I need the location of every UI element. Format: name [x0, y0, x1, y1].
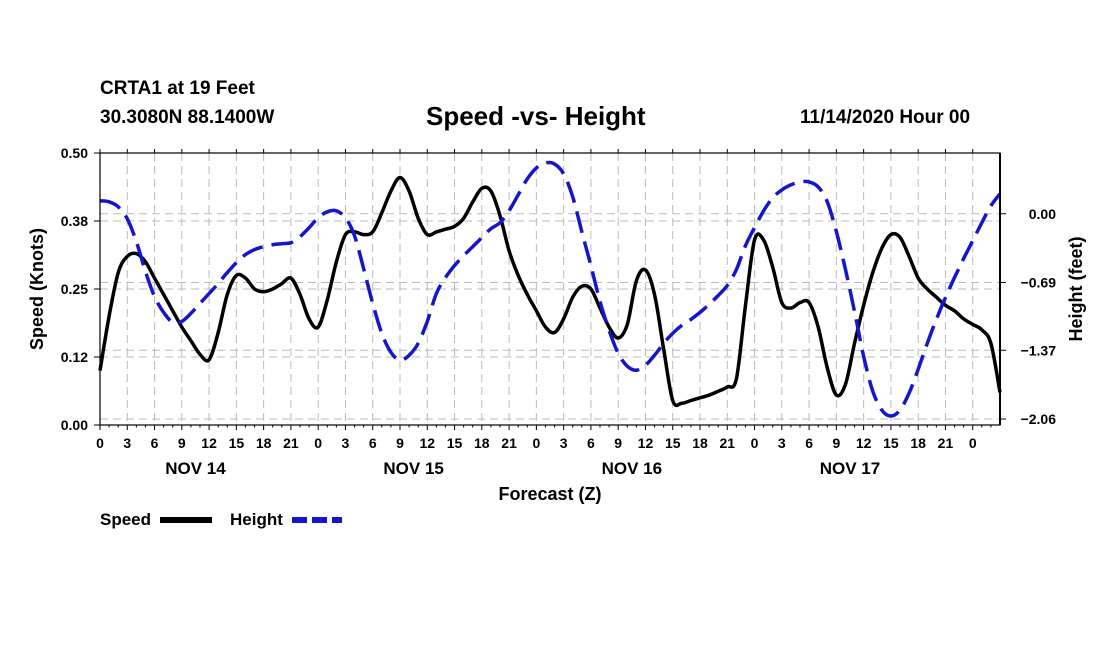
- series-layer: [98, 160, 1002, 418]
- chart-title: Speed -vs- Height: [426, 101, 646, 131]
- y-left-tick-label: 0.25: [61, 281, 88, 297]
- x-tick-label: 21: [283, 435, 299, 451]
- x-tick-label: 9: [614, 435, 622, 451]
- x-tick-label: 9: [178, 435, 186, 451]
- y-left-tick-label: 0.12: [61, 349, 88, 365]
- y-right-tick-label: −0.69: [1021, 275, 1057, 291]
- x-tick-label: 18: [692, 435, 708, 451]
- x-tick-label: 15: [883, 435, 899, 451]
- x-tick-label: 21: [501, 435, 517, 451]
- coordinates-label: 30.3080N 88.1400W: [100, 107, 275, 128]
- height-series-line: [99, 160, 1002, 418]
- x-tick-label: 12: [419, 435, 435, 451]
- x-tick-label: 18: [474, 435, 490, 451]
- x-tick-label: 0: [532, 435, 540, 451]
- x-tick-label: 6: [151, 435, 159, 451]
- y-right-tick-label: −2.06: [1021, 411, 1057, 427]
- speed-series-line: [98, 175, 1002, 408]
- x-tick-label: 9: [396, 435, 404, 451]
- x-tick-label: 6: [587, 435, 595, 451]
- x-tick-label: 18: [910, 435, 926, 451]
- x-tick-label: 3: [342, 435, 350, 451]
- x-tick-label: 21: [719, 435, 735, 451]
- x-tick-label: 15: [665, 435, 681, 451]
- y-right-tick-label: 0.00: [1029, 206, 1056, 222]
- x-tick-label: 12: [201, 435, 217, 451]
- x-tick-label: 3: [560, 435, 568, 451]
- x-tick-label: 21: [938, 435, 954, 451]
- y-left-tick-label: 0.50: [61, 145, 88, 161]
- x-tick-label: 0: [751, 435, 759, 451]
- x-tick-label: 18: [256, 435, 272, 451]
- day-label: NOV 15: [383, 459, 443, 478]
- grid: [100, 153, 1000, 425]
- x-axis-title: Forecast (Z): [498, 484, 601, 504]
- y-axis-left-title: Speed (Knots): [27, 228, 47, 350]
- y-left-tick-label: 0.38: [61, 213, 88, 229]
- x-tick-label: 0: [314, 435, 322, 451]
- day-label: NOV 16: [602, 459, 662, 478]
- x-tick-label: 15: [229, 435, 245, 451]
- x-tick-label: 3: [123, 435, 131, 451]
- x-tick-label: 3: [778, 435, 786, 451]
- y-left-tick-label: 0.00: [61, 417, 88, 433]
- axes: 0 3 6 9 12 15 18 21 0 3 6 9 12 15 18 21 0 3 6 9 12 15 18 21 0 3 6 9…: [61, 145, 1056, 478]
- legend-height-label: Height: [230, 510, 283, 529]
- x-tick-label: 0: [96, 435, 104, 451]
- x-tick-label: 12: [638, 435, 654, 451]
- x-tick-label: 6: [805, 435, 813, 451]
- x-tick-label: 15: [447, 435, 463, 451]
- forecast-datetime: 11/14/2020 Hour 00: [800, 107, 971, 128]
- legend-speed-label: Speed: [100, 510, 151, 529]
- day-label: NOV 14: [165, 459, 226, 478]
- x-tick-label: 9: [832, 435, 840, 451]
- y-right-tick-label: −1.37: [1021, 342, 1057, 358]
- x-tick-label: 6: [369, 435, 377, 451]
- station-label: CRTA1 at 19 Feet: [100, 78, 255, 99]
- x-tick-label: 0: [969, 435, 977, 451]
- y-axis-right-title: Height (feet): [1066, 237, 1086, 342]
- x-tick-label: 12: [856, 435, 872, 451]
- day-label: NOV 17: [820, 459, 880, 478]
